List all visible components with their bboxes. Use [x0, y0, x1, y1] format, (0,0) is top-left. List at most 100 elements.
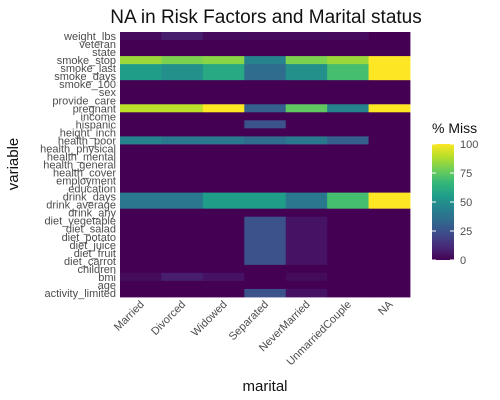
heatmap-cell — [285, 256, 328, 266]
heatmap-cell — [120, 112, 162, 121]
heatmap-cell — [368, 96, 411, 105]
y-tick-label: diet_fruit — [74, 248, 116, 260]
heatmap-cell — [368, 128, 411, 137]
heatmap-cell — [285, 64, 328, 73]
y-tick-label: smoke_last — [60, 63, 116, 75]
heatmap-cell — [202, 176, 245, 185]
color-legend: % Miss 100 75 50 25 0 — [432, 120, 478, 267]
heatmap-cell — [120, 64, 162, 73]
heatmap-cell — [161, 224, 204, 234]
legend-tick-label: 0 — [460, 255, 466, 267]
heatmap-cell — [285, 104, 328, 113]
y-tick-label: diet_potato — [62, 232, 116, 244]
heatmap-cell — [368, 272, 411, 282]
heatmap-cell — [327, 48, 369, 57]
heatmap-cell — [368, 88, 411, 97]
y-tick-label: smoke_days — [54, 71, 116, 83]
heatmap-cell — [161, 208, 204, 218]
heatmap-cell — [244, 32, 287, 41]
heatmap-cell — [244, 272, 287, 282]
y-tick-label: drink_average — [46, 200, 116, 212]
heatmap-cell — [244, 208, 287, 218]
heatmap-cell — [161, 216, 204, 226]
heatmap-cell — [202, 64, 245, 73]
heatmap-cell — [202, 224, 245, 234]
heatmap-cell — [368, 72, 411, 81]
y-tick-label: diet_carrot — [64, 256, 116, 268]
heatmap-cell — [202, 240, 245, 250]
heatmap-cell — [161, 112, 204, 121]
heatmap-cell — [285, 48, 328, 57]
heatmap-cell — [161, 144, 204, 153]
heatmap-cell — [285, 288, 328, 298]
y-tick-label: health_cover — [53, 168, 116, 180]
heatmap-cell — [244, 104, 287, 113]
heatmap-cell — [327, 280, 369, 290]
heatmap-cell — [202, 264, 245, 274]
heatmap-cell — [327, 40, 369, 49]
heatmap-cell — [161, 32, 204, 41]
y-tick-label: children — [77, 264, 116, 276]
heatmap-cell — [161, 240, 204, 250]
heatmap-cell — [285, 152, 328, 161]
y-axis-tick-labels: weight_lbsveteranstatesmoke_stopsmoke_la… — [40, 31, 116, 300]
heatmap-cell — [120, 48, 162, 57]
heatmap-cell — [161, 200, 204, 210]
heatmap-cell — [161, 80, 204, 89]
y-tick-label: smoke_stop — [57, 55, 116, 67]
heatmap-cell — [327, 96, 369, 105]
heatmap-cell — [368, 248, 411, 258]
heatmap-cell — [161, 96, 204, 105]
heatmap-cell — [120, 248, 162, 258]
heatmap-cell — [161, 288, 204, 298]
heatmap-cell — [368, 200, 411, 210]
y-tick-label: veteran — [79, 39, 116, 51]
heatmap-cell — [327, 272, 369, 282]
heatmap-cell — [327, 120, 369, 129]
heatmap-cell — [161, 88, 204, 97]
heatmap-cell — [202, 280, 245, 290]
heatmap-cell — [368, 280, 411, 290]
heatmap-cell — [120, 96, 162, 105]
heatmap-cell — [161, 56, 204, 65]
heatmap-cell — [244, 232, 287, 242]
heatmap-cell — [327, 232, 369, 242]
heatmap-cell — [120, 168, 162, 177]
heatmap-cell — [120, 224, 162, 234]
heatmap-cell — [202, 232, 245, 242]
heatmap-cell — [244, 112, 287, 121]
heatmap-cell — [161, 48, 204, 57]
y-tick-label: activity_limited — [44, 288, 116, 300]
heatmap-cell — [202, 80, 245, 89]
y-tick-label: health_general — [43, 160, 116, 172]
legend-colorbar — [432, 144, 454, 260]
heatmap-cell — [244, 200, 287, 210]
heatmap-cell — [244, 248, 287, 258]
heatmap-cell — [120, 160, 162, 169]
heatmap-cell — [161, 272, 204, 282]
x-tick-label: Married — [112, 299, 147, 334]
heatmap-cell — [327, 216, 369, 226]
heatmap-cell — [202, 88, 245, 97]
heatmap-cell — [244, 176, 287, 185]
x-axis-title: marital — [242, 378, 287, 395]
heatmap-cell — [161, 104, 204, 113]
heatmap-cell — [327, 200, 369, 210]
x-tick-label: Divorced — [149, 299, 188, 338]
heatmap-cell — [327, 168, 369, 177]
heatmap-cell — [285, 264, 328, 274]
heatmap-cell — [120, 32, 162, 41]
heatmap-cell — [368, 104, 411, 113]
heatmap-cell — [202, 192, 245, 202]
heatmap-cell — [285, 272, 328, 282]
heatmap-cell — [120, 192, 162, 202]
heatmap-cell — [202, 128, 245, 137]
heatmap-cell — [120, 80, 162, 89]
heatmap-cell — [202, 152, 245, 161]
heatmap-cell — [285, 160, 328, 169]
heatmap-cell — [368, 112, 411, 121]
heatmap-cell — [161, 280, 204, 290]
heatmap-cell — [285, 240, 328, 250]
heatmap-cell — [368, 144, 411, 153]
heatmap-cell — [285, 280, 328, 290]
